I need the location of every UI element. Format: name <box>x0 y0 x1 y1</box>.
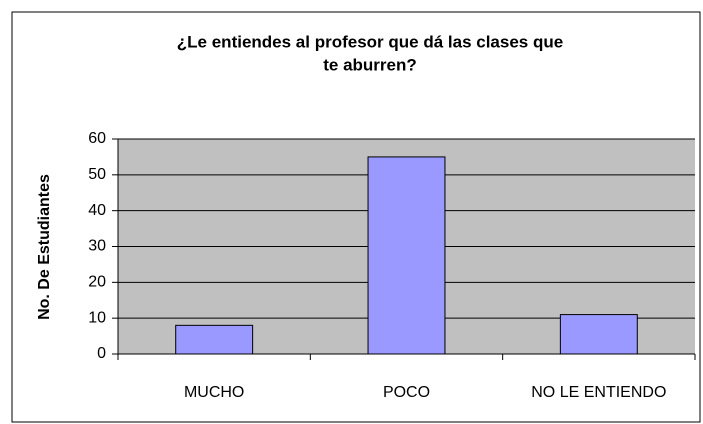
bar <box>175 324 254 355</box>
x-tick-label: NO LE ENTIENDO <box>531 384 666 401</box>
y-tick-label: 50 <box>88 166 106 183</box>
x-tick-label: MUCHO <box>184 384 244 401</box>
y-tick-label: 0 <box>97 345 106 362</box>
y-tick-label: 10 <box>88 309 106 326</box>
y-tick-label: 40 <box>88 202 106 219</box>
y-tick-label: 20 <box>88 274 106 291</box>
y-axis-title: No. De Estudiantes <box>36 174 53 320</box>
bar <box>367 156 446 355</box>
bar <box>559 314 638 355</box>
y-tick-label: 30 <box>88 238 106 255</box>
y-tick-label: 60 <box>88 130 106 147</box>
chart-title-line: te aburren? <box>323 55 417 74</box>
chart-title-line: ¿Le entiendes al profesor que dá las cla… <box>177 32 563 51</box>
x-tick-label: POCO <box>383 384 430 401</box>
